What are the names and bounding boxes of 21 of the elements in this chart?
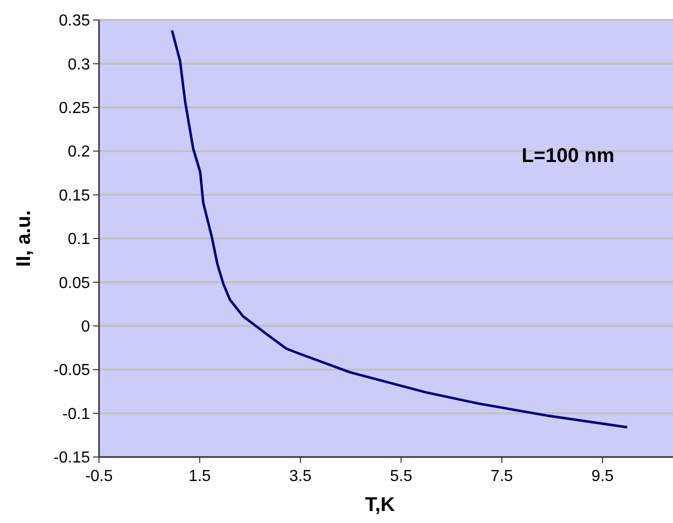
line-series — [170, 29, 628, 429]
annotation: L=100 nm — [522, 145, 614, 167]
y-tick-label: 0.35 — [58, 12, 90, 30]
x-tick-label: -0.5 — [85, 468, 113, 485]
y-axis-title: II, a.u. — [13, 210, 35, 267]
y-tick-label: 0.05 — [58, 274, 90, 292]
x-tick-label: 5.5 — [390, 468, 412, 485]
y-tick-label: 0.15 — [58, 187, 90, 204]
y-tick-label: 0.3 — [68, 56, 90, 74]
y-tick-label: -0.1 — [62, 406, 90, 423]
x-tick-label: 3.5 — [289, 468, 312, 485]
y-tick-label: 0.1 — [68, 231, 90, 248]
x-axis-title: T,K — [365, 494, 396, 516]
y-tick-label: 0.25 — [58, 100, 90, 117]
y-tick-label: -0.05 — [54, 362, 90, 380]
y-tick-label: -0.15 — [54, 450, 90, 467]
x-tick-label: 9.5 — [591, 468, 614, 485]
x-tick-label: 1.5 — [188, 468, 211, 485]
y-tick-label: 0 — [81, 318, 90, 336]
x-tick-label: 7.5 — [490, 468, 514, 485]
y-tick-label: 0.2 — [68, 144, 90, 161]
